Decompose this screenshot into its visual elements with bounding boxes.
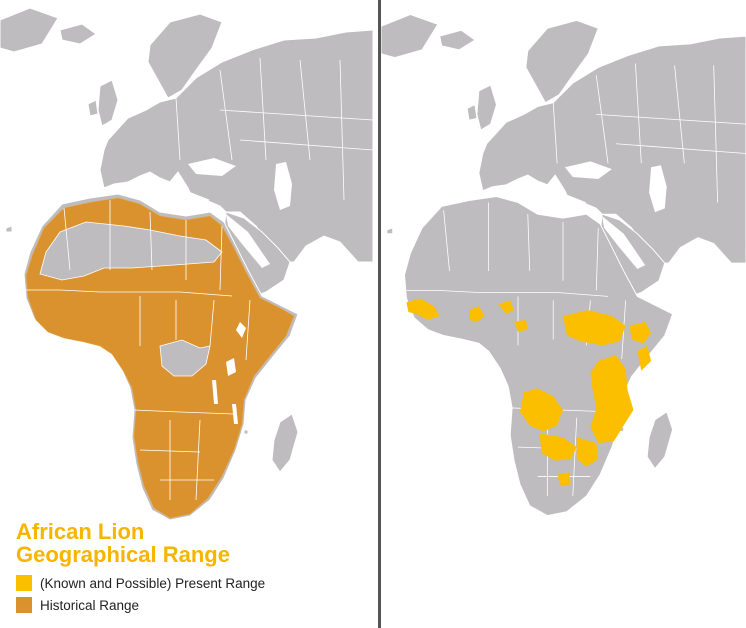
mediterranean-sea [128, 182, 210, 206]
caspian-sea [274, 162, 292, 210]
present-range-areas [406, 298, 652, 487]
present-east-africa-patch [590, 355, 634, 444]
panel-divider [378, 0, 381, 628]
black-sea-present [564, 161, 612, 179]
present-nigeria-patch [469, 306, 485, 322]
present-cameroon-patch [514, 319, 528, 332]
red-sea [226, 214, 270, 268]
red-sea-present [602, 216, 646, 269]
present-range-swatch [16, 575, 32, 591]
lake-tana [236, 322, 246, 338]
historical-range-map: African Lion Geographical Range (Known a… [0, 7, 373, 616]
congo-excluded [159, 339, 211, 377]
present-sahel-patch [498, 300, 515, 314]
mediterranean-sea-present [506, 184, 587, 209]
caspian-sea-present [649, 165, 667, 213]
legend-item-present: (Known and Possible) Present Range [16, 572, 356, 594]
legend-title-line2: Geographical Range [16, 542, 230, 567]
present-central-patch [563, 310, 626, 346]
lake-tanganyika [212, 380, 218, 404]
present-southern-west-patch [519, 388, 564, 432]
present-south-africa-patch [557, 472, 571, 487]
legend-title-line1: African Lion [16, 519, 145, 544]
sahara-excluded [39, 221, 223, 281]
legend-title: African Lion Geographical Range [16, 520, 356, 566]
present-zimbabwe-patch [576, 437, 599, 467]
present-range-label: (Known and Possible) Present Range [40, 575, 266, 591]
present-range-map [381, 0, 746, 628]
country-borders [26, 57, 373, 501]
historical-map-svg [0, 7, 373, 521]
present-somalia-patch [637, 345, 652, 371]
historical-range-swatch [16, 597, 32, 613]
black-sea [188, 158, 236, 176]
lake-malawi [232, 404, 238, 424]
historical-range-label: Historical Range [40, 597, 140, 613]
present-ethiopia-patch [629, 321, 652, 344]
present-map-svg [381, 14, 746, 517]
lake-victoria [226, 358, 236, 376]
legend-item-historical: Historical Range [16, 594, 356, 616]
present-west-africa [406, 298, 440, 320]
historical-range-area [25, 197, 295, 519]
country-borders-present [406, 63, 746, 497]
present-botswana-patch [539, 433, 577, 461]
map-legend: African Lion Geographical Range (Known a… [16, 520, 356, 616]
